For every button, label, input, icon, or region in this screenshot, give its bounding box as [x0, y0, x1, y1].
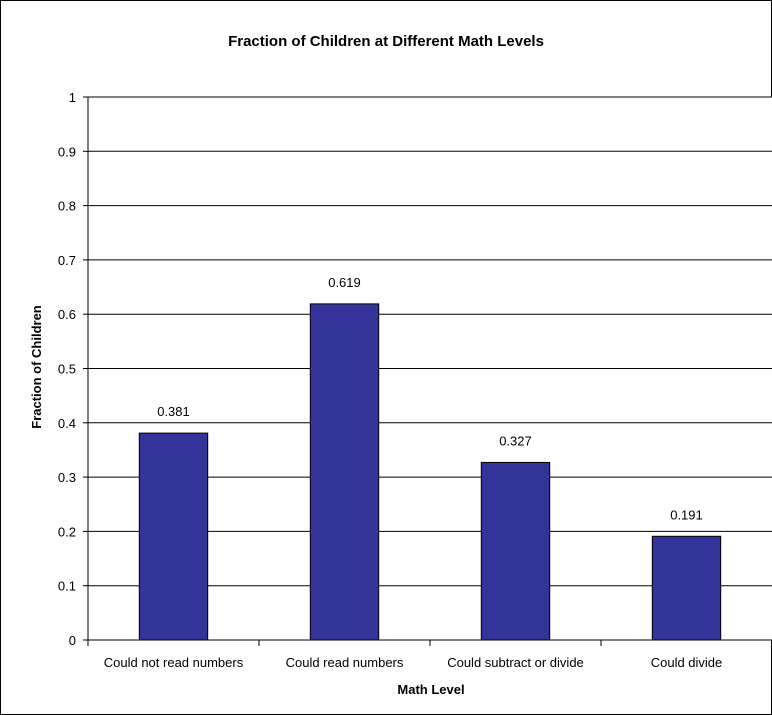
y-tick-label: 1 — [69, 90, 76, 105]
y-axis-title: Fraction of Children — [29, 305, 44, 429]
y-tick-label: 0 — [69, 633, 76, 648]
bar — [651, 535, 722, 641]
y-tick-label: 0.5 — [58, 362, 76, 377]
bar — [138, 432, 209, 641]
data-label: 0.327 — [499, 433, 532, 448]
data-label: 0.619 — [328, 275, 361, 290]
y-tick-label: 0.4 — [58, 416, 76, 431]
y-tick-label: 0.9 — [58, 144, 76, 159]
bar — [309, 303, 380, 641]
x-tick-label: Could divide — [651, 655, 723, 670]
y-tick-label: 0.6 — [58, 307, 76, 322]
bar — [480, 461, 551, 641]
chart-title: Fraction of Children at Different Math L… — [228, 33, 544, 50]
data-label: 0.191 — [670, 507, 703, 522]
x-tick-label: Could read numbers — [286, 655, 404, 670]
y-tick-label: 0.8 — [58, 199, 76, 214]
x-axis-title: Math Level — [397, 682, 464, 697]
plot-area: 0 0.1 0.2 0.3 0.4 0.5 0.6 0.7 0.8 0.9 1 0.381 Could … — [58, 90, 772, 670]
y-tick-label: 0.7 — [58, 253, 76, 268]
y-tick-label: 0.1 — [58, 579, 76, 594]
x-tick-label: Could not read numbers — [104, 655, 244, 670]
x-tick-label: Could subtract or divide — [447, 655, 584, 670]
y-tick-label: 0.3 — [58, 470, 76, 485]
y-tick-label: 0.2 — [58, 524, 76, 539]
data-label: 0.381 — [157, 404, 190, 419]
